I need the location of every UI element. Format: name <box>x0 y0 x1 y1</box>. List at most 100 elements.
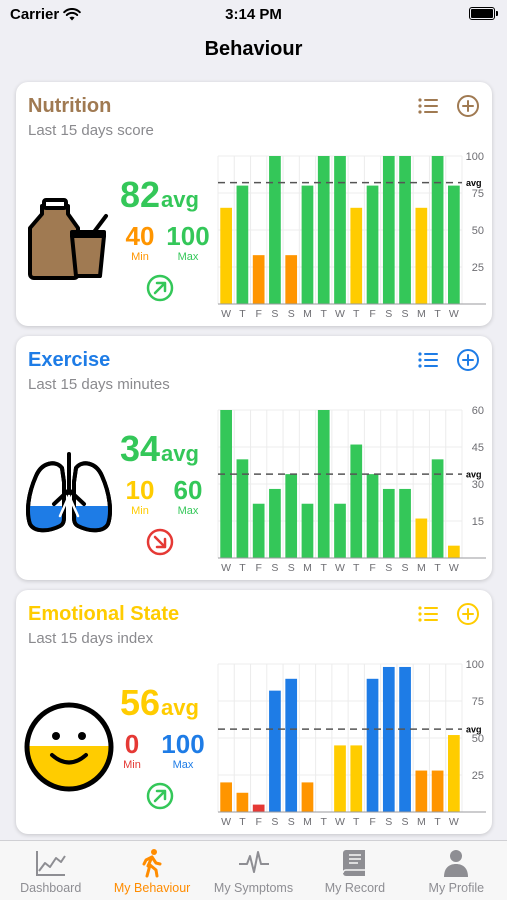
emotional-state-card[interactable]: Emotional State Last 15 days index 56avg… <box>16 590 492 834</box>
bar <box>220 782 232 812</box>
trend-up-icon <box>146 274 174 302</box>
list-icon[interactable] <box>416 602 440 626</box>
add-circle-icon[interactable] <box>456 602 480 626</box>
tab-my-behaviour[interactable]: My Behaviour <box>101 841 202 900</box>
x-tick-label: W <box>221 816 231 828</box>
average-unit: avg <box>161 695 199 720</box>
list-icon[interactable] <box>416 348 440 372</box>
x-tick-label: S <box>385 816 392 828</box>
y-tick-label: 75 <box>472 696 484 708</box>
min-stat: 10 Min <box>112 476 168 518</box>
average-line-label: avg <box>466 178 482 188</box>
y-tick-label: 25 <box>472 770 484 782</box>
y-tick-label: 25 <box>472 262 484 274</box>
x-tick-label: W <box>449 562 459 574</box>
bar <box>399 488 411 558</box>
tab-my-symptoms[interactable]: My Symptoms <box>203 841 304 900</box>
lungs-icon <box>26 452 112 533</box>
clock: 3:14 PM <box>225 6 282 23</box>
x-tick-label: S <box>271 562 278 574</box>
average-value: 82 <box>120 174 161 215</box>
bar <box>382 666 395 812</box>
x-tick-label: T <box>353 562 360 574</box>
bar <box>448 735 460 812</box>
exercise-card[interactable]: Exercise Last 15 days minutes 34avg 10 M… <box>16 336 492 580</box>
bar <box>269 690 281 812</box>
tab-label: My Symptoms <box>213 881 294 895</box>
x-tick-label: T <box>321 308 328 320</box>
bar <box>366 474 379 558</box>
add-circle-icon[interactable] <box>456 94 480 118</box>
bar <box>382 488 395 558</box>
add-circle-icon[interactable] <box>456 348 480 372</box>
bar <box>448 545 460 558</box>
battery-icon <box>469 7 498 20</box>
bar <box>285 678 298 812</box>
card-subtitle: Last 15 days minutes <box>28 376 170 393</box>
x-tick-label: M <box>417 308 426 320</box>
x-tick-label: T <box>434 308 441 320</box>
x-tick-label: S <box>385 308 392 320</box>
x-tick-label: F <box>255 308 261 320</box>
x-tick-label: F <box>255 816 261 828</box>
average-unit: avg <box>161 187 199 212</box>
y-tick-label: 15 <box>472 516 484 528</box>
tab-my-record[interactable]: My Record <box>304 841 405 900</box>
x-tick-label: S <box>271 816 278 828</box>
bar <box>415 770 428 812</box>
average-score: 56avg <box>120 682 199 724</box>
max-value: 60 <box>173 475 203 505</box>
tab-label: My Profile <box>428 881 485 895</box>
nutrition-card[interactable]: Nutrition Last 15 days score 82avg 40 Mi… <box>16 82 492 326</box>
x-tick-label: T <box>239 562 246 574</box>
x-tick-label: T <box>239 308 246 320</box>
min-label: Min <box>123 759 141 771</box>
min-value: 10 <box>125 475 155 505</box>
max-label: Max <box>177 505 199 517</box>
page-title: Behaviour <box>204 38 303 60</box>
x-tick-label: S <box>288 308 295 320</box>
bar <box>334 745 346 812</box>
bar <box>415 207 428 304</box>
x-tick-label: S <box>288 816 295 828</box>
food-jar-and-cup-icon <box>28 198 108 280</box>
list-icon[interactable] <box>416 94 440 118</box>
max-stat: 100 Max <box>152 730 214 772</box>
y-tick-label: 30 <box>472 479 484 491</box>
tab-my-profile[interactable]: My Profile <box>406 841 507 900</box>
x-tick-label: S <box>288 562 295 574</box>
x-tick-label: T <box>321 816 328 828</box>
average-unit: avg <box>161 441 199 466</box>
y-tick-label: 100 <box>466 659 484 671</box>
x-tick-label: F <box>369 562 375 574</box>
x-tick-label: W <box>449 816 459 828</box>
person-icon <box>444 850 469 877</box>
x-tick-label: T <box>321 562 328 574</box>
average-line-label: avg <box>466 470 482 480</box>
bar <box>285 474 298 558</box>
average-score: 34avg <box>120 428 199 470</box>
carrier-label: Carrier <box>10 6 60 23</box>
bar <box>366 185 379 304</box>
smiley-face-icon <box>24 702 114 792</box>
x-tick-label: T <box>434 816 441 828</box>
bar <box>415 518 428 558</box>
x-tick-label: W <box>335 562 345 574</box>
max-value: 100 <box>161 729 205 759</box>
heartbeat-icon <box>238 851 269 873</box>
average-value: 34 <box>120 428 161 469</box>
x-tick-label: M <box>303 562 312 574</box>
book-icon <box>342 850 365 876</box>
x-tick-label: M <box>303 816 312 828</box>
bar <box>399 666 411 812</box>
bar <box>236 185 249 304</box>
bar <box>350 444 363 558</box>
tab-dashboard[interactable]: Dashboard <box>0 841 101 900</box>
bar <box>252 503 265 558</box>
trend-down-icon <box>146 528 174 556</box>
card-title: Exercise <box>28 349 111 371</box>
x-tick-label: W <box>335 308 345 320</box>
bar <box>317 156 330 304</box>
tab-label: Dashboard <box>20 881 82 895</box>
